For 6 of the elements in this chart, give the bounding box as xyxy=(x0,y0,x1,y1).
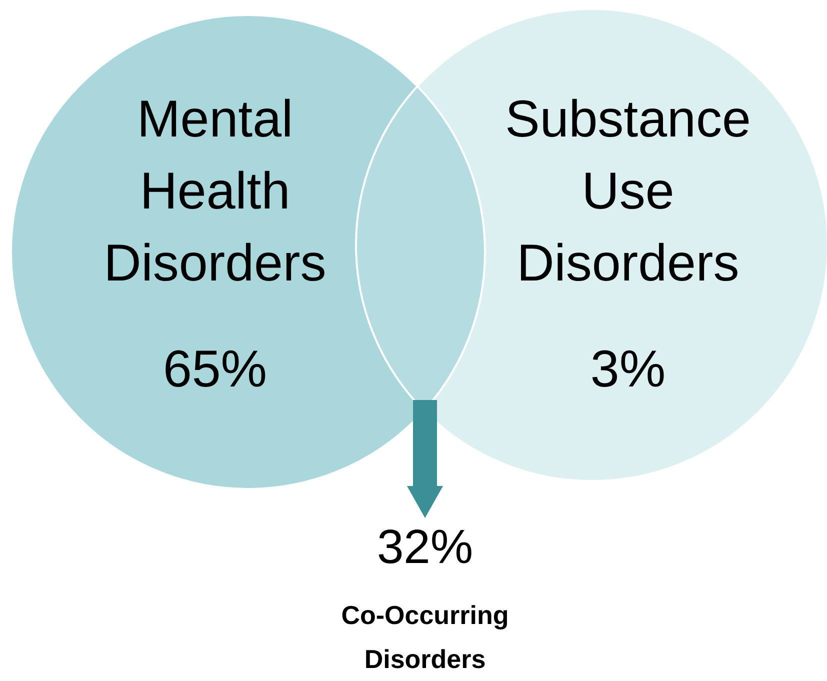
data-label: 65% xyxy=(162,340,268,398)
category-label: Mental Health Disorders xyxy=(104,90,326,292)
category-label: Substance Use Disorders xyxy=(505,90,751,292)
data-label: 32% xyxy=(376,521,474,574)
category-label: Co-Occurring Disorders xyxy=(341,600,509,674)
data-label: 3% xyxy=(590,340,666,398)
